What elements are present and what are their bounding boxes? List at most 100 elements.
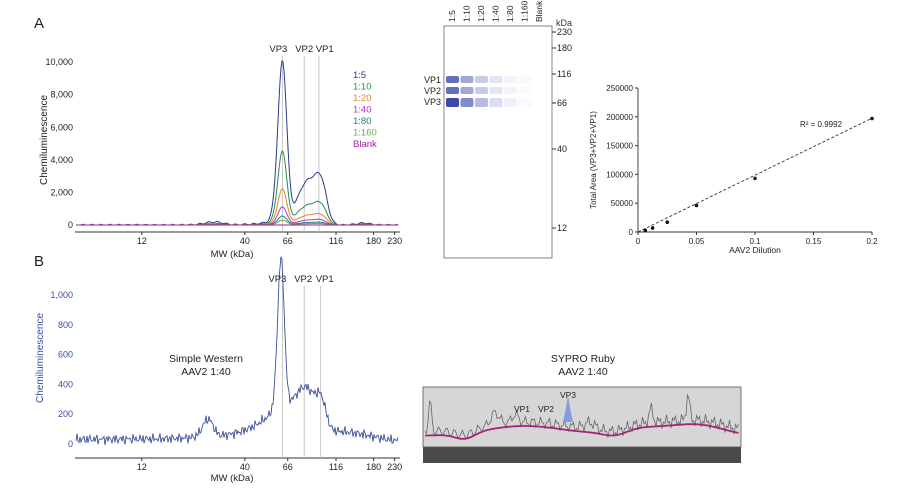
- b1-y-tick-label: 600: [58, 350, 73, 360]
- gel-band: [489, 98, 503, 107]
- a3-x-tick-label: 0: [636, 237, 641, 246]
- chart-a3-regression: Total Area (VP3+VP2+VP1) AAV2 Dilution R…: [589, 84, 878, 255]
- b1-peak-label-vp3: VP3: [268, 274, 286, 285]
- gel-lane-label: Blank: [534, 0, 544, 22]
- b1-annotation-line1: Simple Western: [169, 353, 243, 365]
- gel-lane-label: 1:20: [476, 5, 486, 22]
- gel-band: [475, 76, 488, 83]
- gel-marker-label: 12: [557, 223, 567, 233]
- b1-y-axis-label: Chemiluminescence: [35, 313, 46, 403]
- b1-y-tick-label: 1,000: [50, 290, 73, 300]
- a1-series-line-1-40: [76, 206, 398, 226]
- b1-x-tick-label: 180: [366, 462, 381, 472]
- gel-band: [504, 87, 517, 94]
- gel-band: [519, 98, 532, 107]
- a1-legend-entry: 1:160: [353, 128, 377, 139]
- b2-peak-label-vp3: VP3: [560, 390, 576, 400]
- b1-x-tick-label: 230: [387, 462, 402, 472]
- a1-y-axis-label: Chemiluminescence: [39, 95, 50, 185]
- a1-legend-entry: Blank: [353, 139, 377, 150]
- a3-data-point: [650, 226, 655, 230]
- a3-x-tick-label: 0.2: [866, 237, 878, 246]
- b1-x-tick-label: 12: [137, 462, 147, 472]
- a1-x-tick-label: 12: [137, 236, 147, 246]
- panel-label-a: A: [34, 15, 44, 32]
- a1-y-tick-label: 10,000: [45, 57, 73, 67]
- b2-peak-label-vp1: VP1: [514, 404, 530, 414]
- a3-x-tick-label: 0.05: [689, 237, 705, 246]
- a1-y-tick-label: 0: [68, 220, 73, 230]
- a3-x-tick-label: 0.1: [749, 237, 761, 246]
- gel-lane-label: 1:80: [505, 5, 515, 22]
- gel-band-label-vp3: VP3: [424, 97, 441, 107]
- gel-band-label-vp1: VP1: [424, 75, 441, 85]
- a1-y-tick-label: 4,000: [50, 155, 73, 165]
- a1-x-axis-label: MW (kDa): [211, 249, 254, 260]
- gel-lane-area: [443, 25, 553, 259]
- gel-lane-label: 1:160: [520, 0, 530, 22]
- gel-marker-label: 230: [557, 27, 572, 37]
- a3-y-tick-label: 250000: [606, 84, 633, 93]
- chart-b2-sypro: SYPRO Ruby AAV2 1:40 VP1 VP2 VP3: [422, 353, 742, 463]
- gel-band: [446, 98, 459, 107]
- gel-band: [475, 98, 488, 107]
- b1-y-tick-label: 400: [58, 379, 73, 389]
- gel-marker-label: 180: [557, 43, 572, 53]
- gel-band-label-vp2: VP2: [424, 86, 441, 96]
- a1-series-line-1-10: [75, 150, 399, 226]
- gel-band: [519, 87, 532, 94]
- a1-peak-label-vp3: VP3: [269, 44, 287, 55]
- a1-legend-entry: 1:20: [353, 93, 372, 104]
- a3-y-tick-label: 150000: [606, 142, 633, 151]
- a3-y-axis-label: Total Area (VP3+VP2+VP1): [589, 111, 598, 209]
- b2-gel-strip: [423, 447, 741, 463]
- chart-b1-electropherogram: Chemiluminescence MW (kDa) Simple Wester…: [35, 256, 402, 484]
- a3-fit-line: [637, 117, 873, 233]
- gel-band: [446, 87, 459, 94]
- chart-a1-electropherogram: Chemiluminescence MW (kDa) 0 2,000 4,000 6,…: [39, 44, 402, 260]
- b1-y-tick-label: 200: [58, 409, 73, 419]
- a1-x-tick-label: 230: [387, 236, 402, 246]
- b1-x-tick-label: 116: [329, 462, 343, 472]
- a3-x-tick-label: 0.15: [806, 237, 822, 246]
- a1-peak-label-vp1: VP1: [316, 44, 334, 55]
- gel-lane-label: 1:10: [462, 5, 472, 22]
- a1-y-tick-label: 8,000: [50, 90, 73, 100]
- a1-x-tick-label: 180: [366, 236, 381, 246]
- gel-lane-label: 1:5: [447, 10, 457, 22]
- gel-band: [504, 98, 517, 107]
- a3-y-tick-label: 0: [629, 228, 634, 237]
- b2-raw-trace: [424, 394, 739, 440]
- gel-band: [489, 76, 503, 83]
- b2-title-line1: SYPRO Ruby: [551, 353, 616, 365]
- gel-kda-unit: kDa: [556, 18, 572, 28]
- b1-y-tick-label: 0: [68, 439, 73, 449]
- gel-image: 1:5 1:10 1:20 1:40 1:80 1:160 Blank 230 180 116 6…: [424, 0, 572, 259]
- a1-series-line-1-5: [75, 59, 399, 226]
- gel-marker-label: 66: [557, 98, 567, 108]
- b1-x-tick-label: 40: [240, 462, 250, 472]
- a3-data-point: [694, 203, 699, 208]
- b1-series-line: [75, 256, 399, 446]
- a1-legend-entry: 1:80: [353, 116, 372, 127]
- panel-label-b: B: [34, 253, 44, 270]
- b2-vp3-peak: [563, 395, 573, 422]
- b2-baseline-trace: [424, 423, 739, 440]
- b1-y-tick-label: 800: [58, 320, 73, 330]
- a3-y-tick-label: 200000: [606, 113, 633, 122]
- b1-peak-label-vp1: VP1: [316, 274, 334, 285]
- b2-peak-label-vp2: VP2: [538, 404, 554, 414]
- gel-band: [460, 76, 474, 83]
- gel-marker-label: 40: [557, 144, 567, 154]
- a1-series-line-1-20: [76, 188, 398, 226]
- gel-band: [460, 87, 474, 94]
- gel-band: [504, 76, 517, 83]
- a3-data-point: [643, 228, 648, 233]
- gel-band: [446, 76, 459, 83]
- gel-band: [489, 87, 503, 94]
- gel-band: [475, 87, 488, 94]
- a3-y-tick-label: 100000: [606, 170, 633, 179]
- b1-peak-label-vp2: VP2: [294, 274, 312, 285]
- a1-series-line-1-80: [76, 215, 398, 226]
